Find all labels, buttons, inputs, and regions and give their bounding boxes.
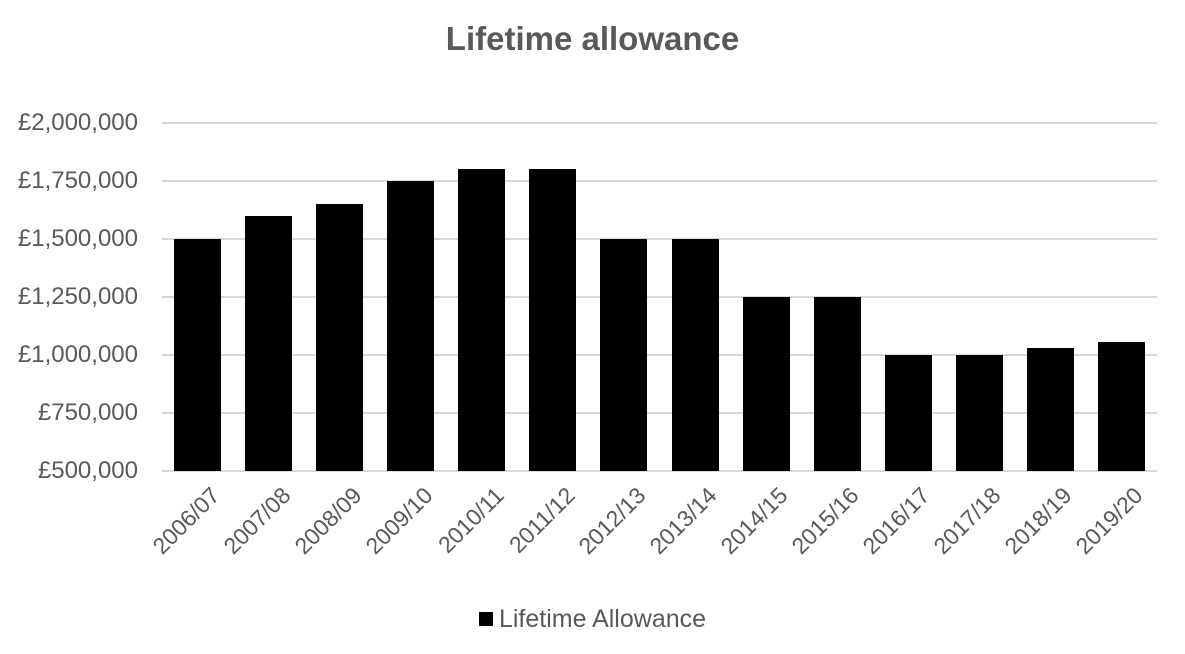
bar (1097, 342, 1145, 471)
y-tick-label: £1,750,000 (17, 167, 138, 194)
bar (884, 355, 932, 471)
legend-swatch (478, 612, 493, 626)
x-tick-label: 2009/10 (360, 482, 438, 560)
bar (671, 239, 719, 471)
x-tick-label: 2006/07 (146, 482, 225, 560)
chart-title: Lifetime allowance (445, 20, 740, 57)
bar (245, 215, 293, 471)
y-tick-label: £1,000,000 (17, 341, 138, 368)
bar (174, 239, 222, 471)
gridline (162, 238, 1157, 240)
gridline (162, 180, 1157, 182)
y-tick-label: £500,000 (37, 457, 138, 484)
x-tick-label: 2011/12 (503, 482, 580, 558)
bar (316, 204, 364, 471)
gridline (162, 412, 1157, 414)
gridline (162, 470, 1157, 472)
legend: Lifetime Allowance (0, 605, 1185, 634)
y-tick-label: £2,000,000 (17, 109, 138, 136)
x-tick-label: 2010/11 (432, 482, 509, 558)
x-tick-label: 2018/19 (999, 482, 1077, 560)
bar (600, 239, 648, 471)
bar (529, 169, 577, 471)
y-tick-label: £750,000 (37, 399, 138, 426)
gridline (162, 354, 1157, 356)
x-tick-label: 2016/17 (857, 482, 935, 560)
x-tick-label: 2014/15 (715, 482, 793, 560)
gridline (162, 122, 1157, 124)
bar (1026, 348, 1074, 471)
bar (387, 181, 435, 471)
legend-label: Lifetime Allowance (498, 605, 707, 633)
x-tick-label: 2012/13 (573, 482, 651, 560)
bar (742, 297, 790, 471)
x-tick-label: 2007/08 (217, 482, 296, 560)
x-tick-label: 2008/09 (289, 482, 367, 560)
bar (813, 297, 861, 471)
gridline (162, 296, 1157, 298)
bar (955, 355, 1003, 471)
bar (458, 169, 506, 471)
y-tick-label: £1,500,000 (17, 225, 138, 252)
x-tick-label: 2015/16 (786, 482, 864, 560)
x-tick-label: 2013/14 (644, 482, 722, 560)
x-tick-label: 2017/18 (928, 482, 1006, 560)
x-tick-label: 2019/20 (1070, 482, 1148, 560)
y-tick-label: £1,250,000 (17, 283, 138, 310)
